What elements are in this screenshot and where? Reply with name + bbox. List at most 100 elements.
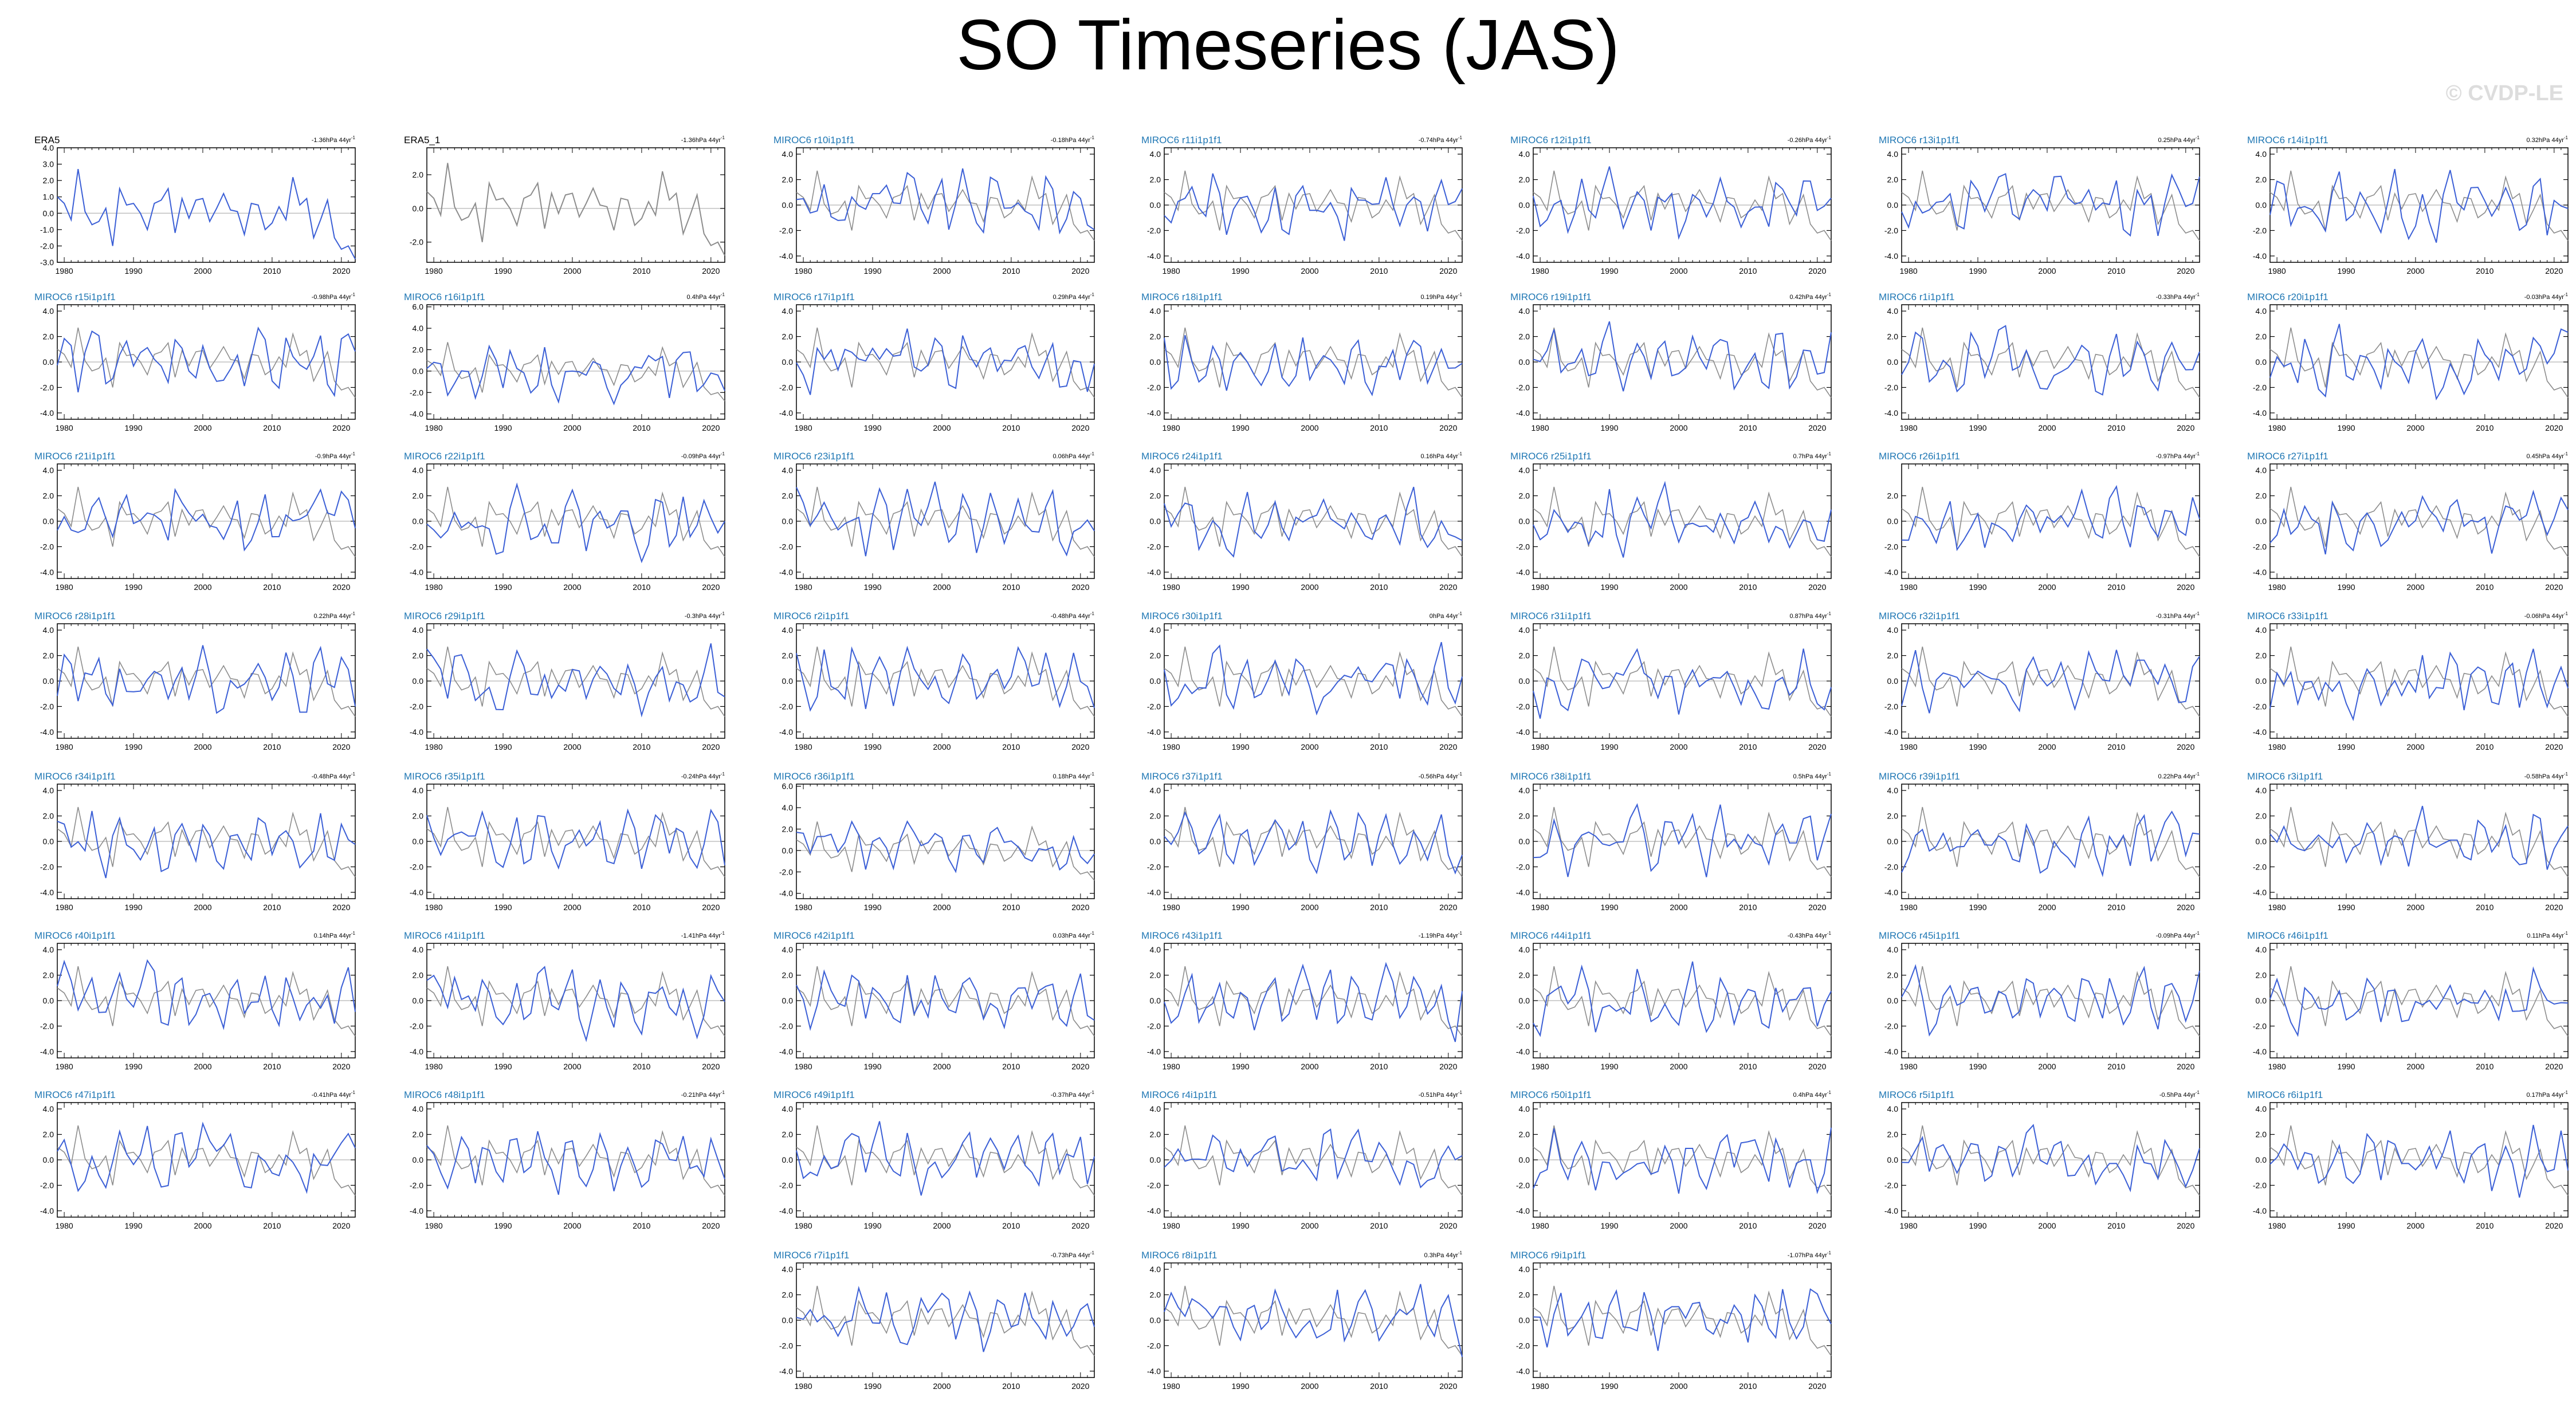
series-line-obs	[1533, 646, 1832, 717]
x-tick-label: 2010	[2107, 742, 2125, 751]
series-line-obs	[1533, 170, 1832, 241]
trend-exponent: -1	[1827, 135, 1832, 140]
y-tick-label: -4.0	[1147, 408, 1161, 418]
x-tick-label: 2020	[2545, 583, 2563, 592]
y-tick-label: -2.0	[779, 383, 793, 392]
y-tick-label: 0.0	[782, 846, 794, 855]
panel-title: MIROC6 r39i1p1f1	[1879, 771, 1960, 782]
series-line-obs	[1901, 646, 2200, 717]
x-tick-label: 2010	[1002, 742, 1020, 751]
y-tick-label: 4.0	[782, 306, 794, 316]
panel-title: MIROC6 r29i1p1f1	[404, 611, 485, 621]
x-tick-label: 1990	[124, 1062, 142, 1071]
x-tick-label: 1980	[56, 583, 73, 592]
x-tick-label: 2000	[2038, 423, 2056, 432]
x-tick-label: 1980	[425, 742, 443, 751]
y-tick-label: 2.0	[782, 175, 794, 184]
x-tick-label: 2020	[332, 266, 350, 275]
x-tick-label: 2000	[1670, 1062, 1687, 1071]
x-tick-label: 2020	[2545, 423, 2563, 432]
x-tick-label: 2000	[2406, 266, 2424, 275]
y-tick-label: 0.0	[43, 837, 54, 846]
series-line-model	[2269, 966, 2569, 1037]
y-tick-label: 2.0	[1887, 971, 1899, 980]
x-tick-label: 2020	[1439, 583, 1457, 592]
x-tick-label: 1980	[795, 423, 812, 432]
y-tick-label: 2.0	[782, 332, 794, 341]
panel: MIROC6 r14i1p1f1 0.32hPa 44yr-1 4.0 2.0 0.0 -…	[2247, 135, 2569, 275]
x-tick-label: 2000	[194, 903, 211, 912]
series-line-obs	[57, 646, 356, 717]
x-tick-label: 1990	[1600, 742, 1618, 751]
panel-trend: -0.48hPa 44yr-1	[1051, 611, 1095, 620]
y-tick-label: 4.0	[782, 625, 794, 635]
x-tick-label: 2010	[2476, 1062, 2493, 1071]
series-line-obs	[2269, 327, 2569, 398]
y-tick-label: 0.0	[2256, 837, 2267, 846]
panel-trend: -0.21hPa 44yr-1	[681, 1090, 725, 1099]
y-tick-label: -4.0	[779, 408, 793, 418]
trend-exponent: -1	[1458, 451, 1463, 456]
x-tick-label: 1990	[494, 742, 512, 751]
y-tick-label: 0.0	[2256, 517, 2267, 526]
trend-exponent: -1	[2196, 292, 2200, 297]
x-tick-label: 2000	[1670, 903, 1687, 912]
x-tick-label: 1980	[795, 583, 812, 592]
x-tick-label: 2000	[1670, 423, 1687, 432]
x-tick-label: 2020	[1071, 423, 1089, 432]
y-tick-label: -2.0	[1516, 702, 1530, 711]
y-tick-label: -2.0	[410, 1021, 423, 1030]
series-line-obs	[426, 163, 725, 256]
y-tick-label: -4.0	[1884, 251, 1898, 261]
y-tick-label: 0.0	[413, 837, 424, 846]
panel-title: MIROC6 r17i1p1f1	[773, 292, 855, 302]
x-tick-label: 2000	[1670, 266, 1687, 275]
y-tick-label: 0.0	[1887, 996, 1899, 1005]
series-line-obs	[1901, 327, 2200, 398]
y-tick-label: -2.0	[1884, 702, 1898, 711]
series-line-model	[796, 820, 1095, 873]
x-tick-label: 2000	[2038, 1062, 2056, 1071]
panel-trend: -0.09hPa 44yr-1	[2156, 931, 2200, 939]
x-tick-label: 1980	[1900, 742, 1918, 751]
x-tick-label: 1980	[1532, 266, 1549, 275]
x-tick-label: 2010	[1370, 903, 1388, 912]
panel-trend: 0.22hPa 44yr-1	[313, 611, 355, 620]
x-tick-label: 1980	[425, 423, 443, 432]
trend-exponent: -1	[351, 135, 356, 140]
y-tick-label: 0.0	[2256, 200, 2267, 210]
y-tick-label: 2.0	[413, 491, 424, 501]
panel-trend: -0.98hPa 44yr-1	[312, 292, 356, 301]
y-tick-label: -2.0	[2253, 702, 2267, 711]
x-tick-label: 1990	[1969, 266, 1986, 275]
y-tick-label: 0.0	[1519, 357, 1530, 367]
panel-trend: 0.06hPa 44yr-1	[1053, 451, 1094, 460]
x-tick-label: 2020	[332, 1062, 350, 1071]
y-tick-label: -4.0	[1884, 888, 1898, 897]
y-tick-label: 4.0	[1150, 945, 1161, 954]
panel: MIROC6 r41i1p1f1 -1.41hPa 44yr-1 4.0 2.0 0.0…	[404, 930, 725, 1071]
x-tick-label: 1990	[494, 583, 512, 592]
series-line-obs	[2269, 806, 2569, 877]
panel-trend: -0.26hPa 44yr-1	[1788, 135, 1832, 144]
series-line-obs	[1533, 486, 1832, 557]
y-tick-label: 2.0	[1887, 332, 1899, 341]
y-tick-label: -2.0	[1147, 226, 1161, 235]
y-tick-label: -2.0	[40, 862, 54, 871]
x-tick-label: 2010	[2107, 583, 2125, 592]
y-tick-label: 4.0	[43, 1104, 54, 1113]
x-tick-label: 1990	[1600, 1062, 1618, 1071]
trend-exponent: -1	[2196, 772, 2200, 777]
series-line-model	[426, 966, 725, 1042]
y-tick-label: 0.0	[413, 996, 424, 1005]
x-tick-label: 2010	[263, 903, 281, 912]
y-tick-label: -2.0	[2253, 542, 2267, 551]
y-tick-label: -2.0	[40, 702, 54, 711]
series-line-model	[426, 482, 725, 564]
panel-trend: 0.18hPa 44yr-1	[1053, 772, 1094, 780]
panel: MIROC6 r2i1p1f1 -0.48hPa 44yr-1 4.0 2.0 0.0 -…	[773, 611, 1095, 751]
x-tick-label: 2010	[2476, 742, 2493, 751]
y-tick-label: 2.0	[1519, 175, 1530, 184]
panel-title: MIROC6 r45i1p1f1	[1879, 930, 1960, 941]
y-tick-label: -4.0	[779, 568, 793, 577]
